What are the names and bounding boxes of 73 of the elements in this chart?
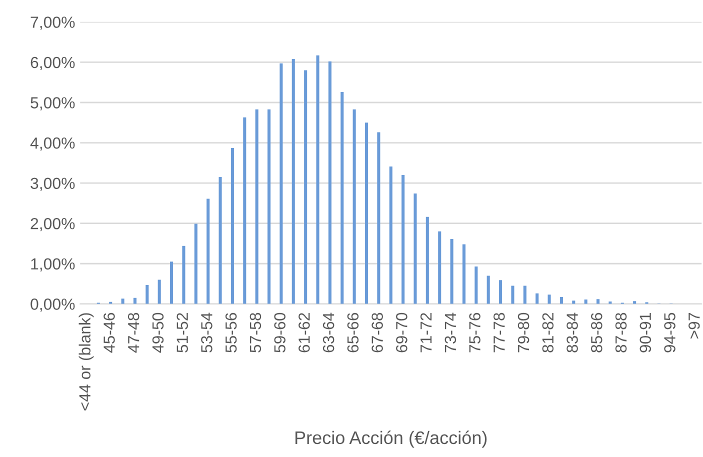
bar (572, 300, 576, 304)
bar (523, 286, 526, 304)
x-tick-label: 94-95 (664, 312, 676, 352)
x-tick-label: 61-62 (298, 313, 310, 352)
bar (474, 266, 478, 304)
x-tick-label: 65-66 (347, 312, 359, 352)
bar (170, 262, 174, 304)
y-tick-label: 4,00% (30, 137, 75, 151)
x-tick-label: 49-50 (152, 312, 164, 353)
x-tick-label: 59-60 (274, 312, 286, 352)
bar (304, 70, 308, 304)
x-tick-label: >97 (688, 313, 700, 339)
bar (158, 280, 161, 304)
bar (206, 198, 210, 304)
x-tick-label: 53-54 (201, 312, 212, 352)
bar (146, 284, 149, 304)
y-tick-label: 7,00% (30, 16, 75, 30)
x-tick-label: 83-84 (566, 312, 578, 352)
x-tick-label: 87-88 (615, 312, 627, 352)
x-tick-label: 57-58 (250, 312, 262, 352)
bar (194, 224, 198, 304)
y-tick-label: 6,00% (30, 56, 75, 70)
x-axis-title: Precio Acción (€/acción) (296, 430, 487, 448)
x-tick-label: 45-46 (104, 312, 115, 353)
x-tick-label: 47-48 (128, 312, 140, 353)
y-tick-label: 2,00% (30, 218, 75, 232)
bar (486, 276, 490, 304)
bar (511, 286, 514, 304)
bar (292, 58, 295, 304)
x-tick-label: 81-82 (542, 313, 554, 352)
bar (352, 109, 356, 304)
bar (121, 298, 124, 304)
y-tick-label: 5,00% (30, 97, 75, 110)
bar (548, 294, 551, 304)
bar (255, 109, 258, 304)
x-tick-label: 69-70 (396, 312, 408, 352)
x-tick-label: 67-68 (372, 312, 383, 352)
bar (426, 216, 429, 304)
x-tick-label: 90-91 (640, 313, 652, 352)
y-tick-label: 3,00% (30, 178, 75, 191)
bar (218, 177, 222, 304)
bar (316, 55, 320, 304)
bar (402, 175, 405, 304)
bar (182, 246, 186, 304)
x-tick-label: <44 or (blank) (78, 313, 94, 410)
x-tick-label: 63-64 (322, 312, 334, 352)
bar (450, 239, 454, 304)
x-tick-label: 55-56 (225, 312, 237, 352)
x-tick-label: 71-72 (420, 313, 432, 352)
bar (230, 148, 234, 304)
bar (536, 293, 539, 304)
x-tick-label: 79-80 (518, 312, 530, 352)
x-tick-label: 85-86 (590, 312, 602, 352)
bar (243, 117, 246, 304)
y-tick-label: 0,00% (30, 298, 75, 312)
bar (389, 166, 392, 304)
y-tick-label: 1,00% (31, 258, 75, 272)
bar (560, 297, 563, 304)
bar (596, 299, 600, 304)
bar (377, 132, 380, 304)
bar (280, 63, 283, 304)
bar (414, 194, 417, 304)
x-tick-label: 75-76 (469, 312, 480, 352)
x-tick-label: 51-52 (176, 313, 188, 352)
bar (340, 92, 344, 304)
bar (328, 61, 332, 304)
bar (438, 231, 442, 304)
bar (462, 244, 466, 304)
bar (499, 280, 502, 304)
bar (364, 122, 368, 304)
x-tick-label: 77-78 (494, 312, 505, 352)
x-tick-label: 73-74 (444, 312, 456, 352)
bar (267, 109, 271, 304)
